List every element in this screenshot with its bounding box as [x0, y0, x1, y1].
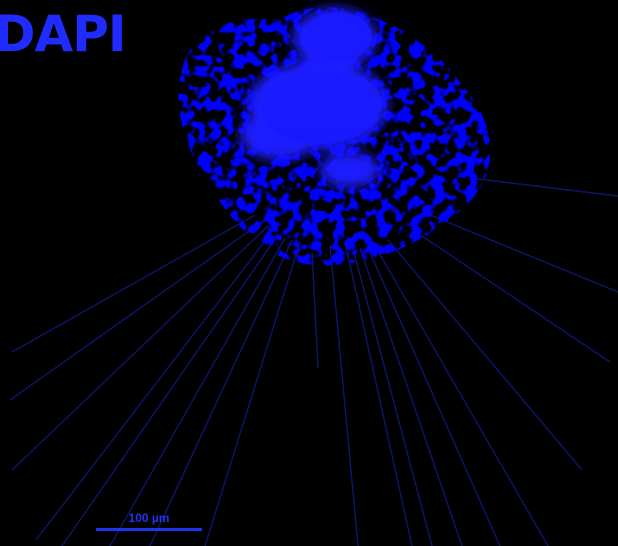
scale-bar	[96, 528, 202, 531]
scale-bar-label: 100 µm	[128, 511, 170, 525]
nuclei-cluster	[178, 7, 491, 266]
channel-label: DAPI	[0, 5, 126, 63]
fiber-lines	[9, 177, 618, 546]
